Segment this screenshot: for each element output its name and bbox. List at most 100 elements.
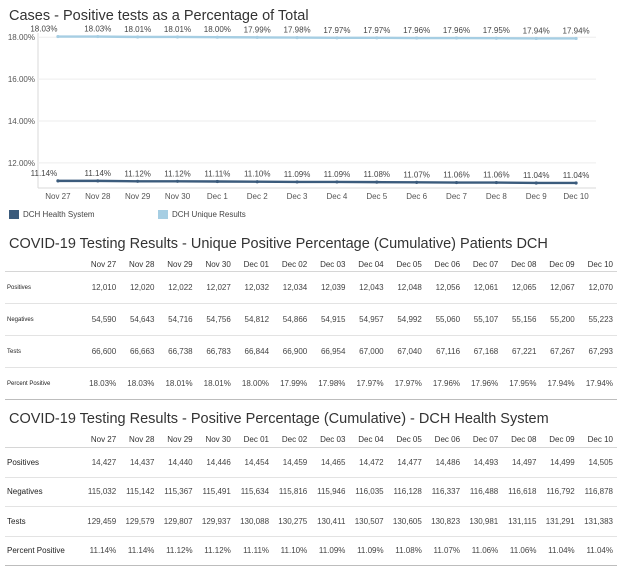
column-header: Dec 04 xyxy=(349,257,388,272)
table-cell: 11.10% xyxy=(273,536,312,566)
data-point xyxy=(255,35,259,39)
column-header: Dec 09 xyxy=(540,432,579,448)
data-point xyxy=(56,34,60,39)
table-cell: 115,142 xyxy=(120,477,159,507)
table-cell: 54,643 xyxy=(120,303,159,336)
line-chart: 18.00% 16.00% 14.00% 12.00% Nov 27 Nov 28 Nov … xyxy=(8,25,596,201)
data-point xyxy=(175,35,180,39)
table-cell: 14,454 xyxy=(234,447,274,478)
column-header: Dec 08 xyxy=(502,257,541,272)
table-cell: 14,493 xyxy=(464,447,503,478)
x-tick-label: Nov 29 xyxy=(125,192,151,201)
table-cell: 17.98% xyxy=(311,367,350,400)
table-cell: 55,107 xyxy=(464,303,503,336)
table-cell: 115,032 xyxy=(82,477,121,507)
chart-title: Cases - Positive tests as a Percentage o… xyxy=(9,8,309,24)
data-point xyxy=(534,181,538,185)
table-cell: 12,020 xyxy=(120,271,159,304)
table-cell: 131,383 xyxy=(578,506,617,537)
table-cell: 54,756 xyxy=(196,303,235,336)
row-label: Positives xyxy=(5,447,82,478)
table-cell: 54,590 xyxy=(82,303,121,336)
table-cell: 66,783 xyxy=(196,335,235,368)
data-point xyxy=(175,179,180,183)
table-cell: 17.97% xyxy=(349,367,388,400)
x-tick-label: Dec 3 xyxy=(287,192,308,201)
table-row: Tests 66,600 66,663 66,738 66,783 66,844 66,90… xyxy=(5,335,617,368)
y-tick-label: 16.00% xyxy=(8,75,35,84)
table-cell: 129,579 xyxy=(120,506,159,537)
row-label: Positives xyxy=(5,271,82,304)
data-point xyxy=(375,36,379,40)
data-label: 17.97% xyxy=(363,26,390,35)
table-cell: 14,505 xyxy=(578,447,617,478)
table-row: Negatives 54,590 54,643 54,716 54,756 54,812 5… xyxy=(5,303,617,336)
column-header: Dec 06 xyxy=(425,432,465,448)
table-cell: 115,816 xyxy=(273,477,312,507)
data-label: 11.09% xyxy=(324,170,351,179)
data-point xyxy=(574,181,578,185)
table-cell: 54,866 xyxy=(273,303,312,336)
table-cell: 18.01% xyxy=(158,367,197,400)
x-tick-label: Nov 30 xyxy=(165,192,191,201)
table-cell: 17.94% xyxy=(540,367,579,400)
health-system-table: Nov 27 Nov 28 Nov 29 Nov 30 Dec 01 Dec 02 Dec … xyxy=(5,432,617,566)
legend-label-health-system: DCH Health System xyxy=(23,210,95,219)
data-point xyxy=(335,180,339,184)
table-cell: 11.04% xyxy=(540,536,579,566)
table-cell: 12,070 xyxy=(578,271,617,304)
data-point xyxy=(136,35,140,39)
column-header: Dec 01 xyxy=(234,257,274,272)
table-cell: 55,200 xyxy=(540,303,579,336)
table-cell: 129,807 xyxy=(158,506,197,537)
data-label: 18.01% xyxy=(164,25,191,34)
table-cell: 12,043 xyxy=(349,271,388,304)
table-cell: 130,507 xyxy=(349,506,388,537)
table-cell: 14,499 xyxy=(540,447,579,478)
data-point xyxy=(494,180,498,185)
table-cell: 129,937 xyxy=(196,506,235,537)
table-cell: 130,823 xyxy=(425,506,465,537)
table-row: Percent Positive 18.03% 18.03% 18.01% 18.01%… xyxy=(5,367,617,400)
table-cell: 115,634 xyxy=(234,477,274,507)
column-header: Nov 27 xyxy=(82,432,121,448)
y-tick-label: 12.00% xyxy=(8,159,35,168)
table-cell: 14,472 xyxy=(349,447,388,478)
table-cell: 11.09% xyxy=(311,536,350,566)
table-cell: 12,048 xyxy=(387,271,426,304)
table-cell: 116,337 xyxy=(425,477,465,507)
data-label: 18.03% xyxy=(30,25,57,34)
x-tick-label: Dec 8 xyxy=(486,192,507,201)
data-label: 11.14% xyxy=(31,169,58,178)
data-label: 11.06% xyxy=(483,171,510,180)
table-cell: 11.11% xyxy=(234,536,274,566)
data-point xyxy=(375,180,379,184)
table-cell: 18.01% xyxy=(196,367,235,400)
table-cell: 18.00% xyxy=(234,367,274,400)
y-tick-label: 18.00% xyxy=(8,33,35,42)
table-cell: 116,618 xyxy=(502,477,541,507)
table-cell: 66,900 xyxy=(273,335,312,368)
column-header: Dec 01 xyxy=(234,432,274,448)
row-label: Percent Positive xyxy=(5,367,82,400)
table-header-row: Nov 27 Nov 28 Nov 29 Nov 30 Dec 01 Dec 02 Dec … xyxy=(5,432,617,448)
table-cell: 67,000 xyxy=(349,335,388,368)
table-cell: 54,915 xyxy=(311,303,350,336)
data-point xyxy=(415,180,419,184)
column-header: Dec 06 xyxy=(425,257,465,272)
table-cell: 54,812 xyxy=(234,303,274,336)
table-cell: 12,034 xyxy=(273,271,312,304)
table-cell: 18.03% xyxy=(82,367,121,400)
table-cell: 12,032 xyxy=(234,271,274,304)
table-cell: 12,010 xyxy=(82,271,121,304)
x-tick-label: Dec 2 xyxy=(247,192,268,201)
table-cell: 115,367 xyxy=(158,477,197,507)
table-cell: 116,488 xyxy=(464,477,503,507)
x-tick-label: Dec 5 xyxy=(366,192,387,201)
data-label: 17.94% xyxy=(563,26,590,35)
table-cell: 11.09% xyxy=(349,536,388,566)
table-row: Positives 12,010 12,020 12,022 12,027 12,032 1… xyxy=(5,271,617,304)
column-header: Dec 05 xyxy=(387,432,426,448)
row-label: Tests xyxy=(5,506,82,537)
data-point xyxy=(494,36,498,40)
